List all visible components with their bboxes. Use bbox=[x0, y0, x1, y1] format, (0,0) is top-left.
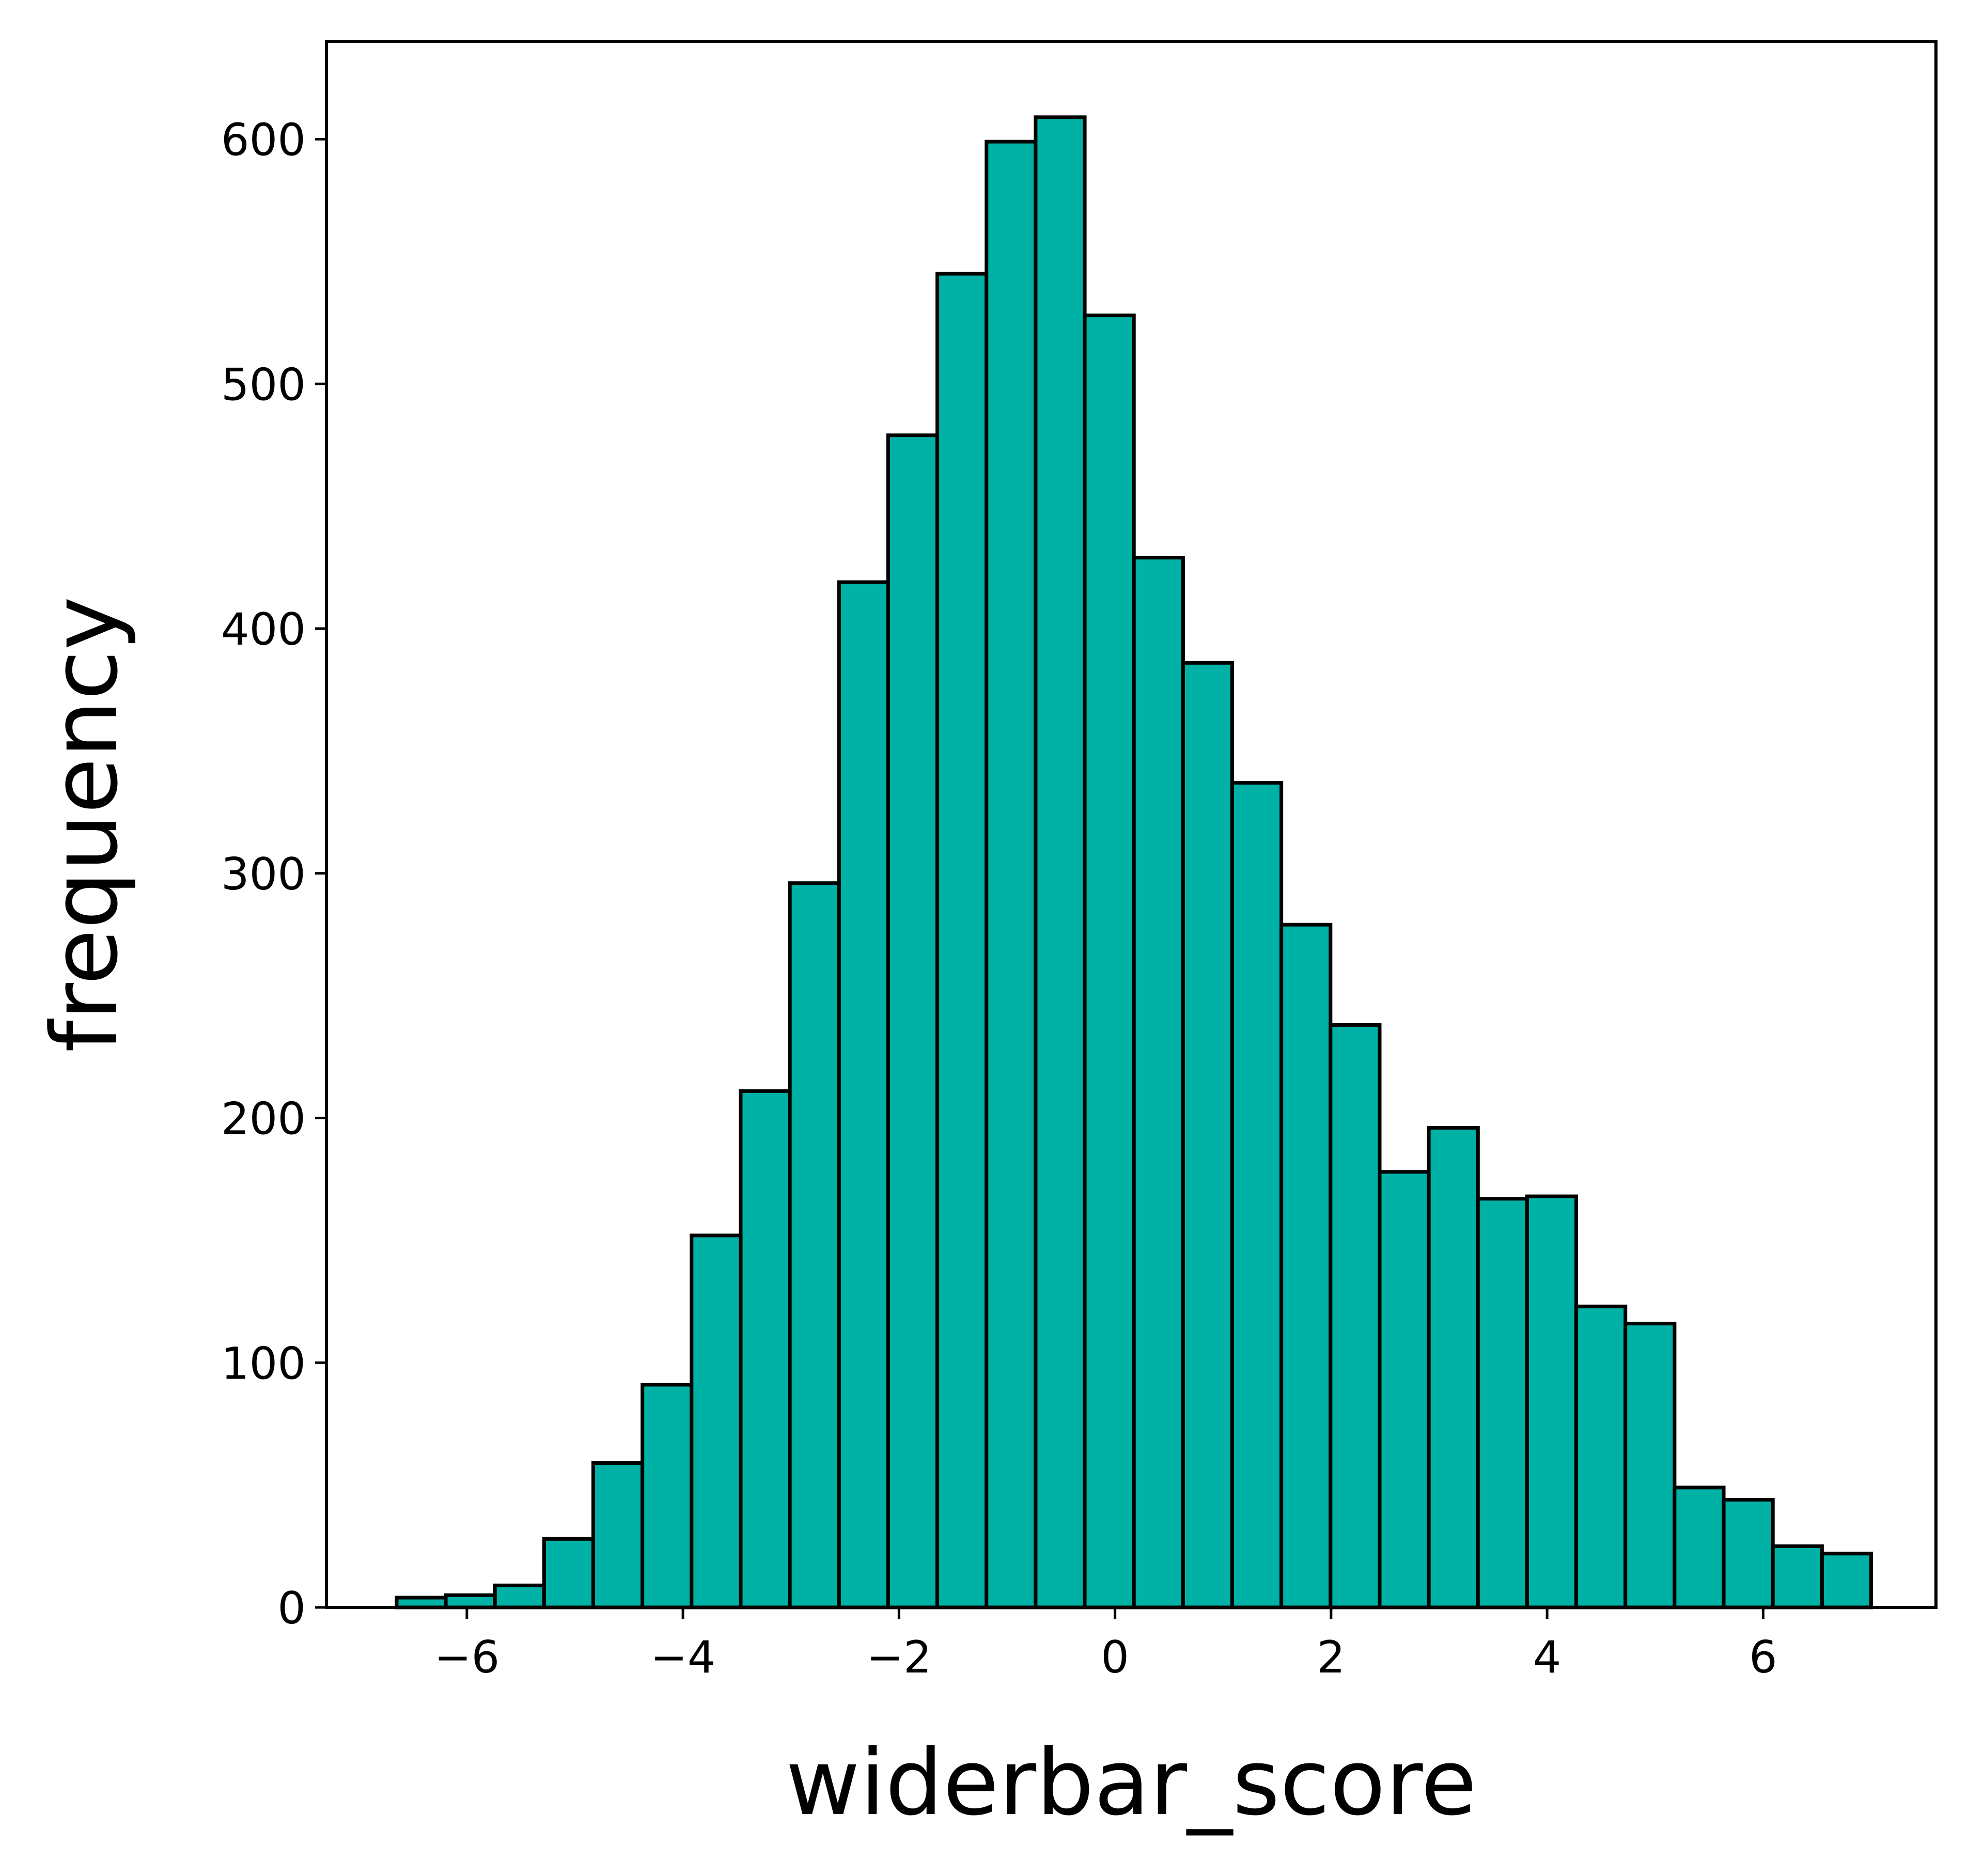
histogram-bar bbox=[739, 1089, 792, 1609]
histogram-bar bbox=[493, 1583, 546, 1609]
histogram-bar bbox=[788, 881, 841, 1609]
bars-layer bbox=[395, 115, 1873, 1609]
histogram-bar bbox=[1132, 556, 1185, 1609]
y-tick-label: 600 bbox=[221, 115, 306, 166]
histogram-bar bbox=[935, 272, 989, 1609]
histogram-bar bbox=[1279, 923, 1333, 1609]
x-tick-label: −2 bbox=[866, 1632, 932, 1683]
x-axis: −6 −4 −2 0 2 4 6 bbox=[434, 1607, 1777, 1683]
histogram-bar bbox=[1771, 1544, 1824, 1609]
histogram-bar bbox=[1329, 1023, 1382, 1609]
histogram-bar bbox=[542, 1537, 596, 1609]
histogram-bar bbox=[1427, 1125, 1480, 1609]
y-tick-label: 0 bbox=[277, 1583, 306, 1634]
histogram-bar bbox=[985, 139, 1038, 1609]
histogram-bar bbox=[837, 580, 890, 1609]
x-tick-label: −4 bbox=[650, 1632, 716, 1683]
histogram-bar bbox=[1034, 115, 1087, 1609]
histogram-bar bbox=[1525, 1194, 1579, 1609]
x-tick-label: 0 bbox=[1101, 1632, 1129, 1683]
histogram-bar bbox=[1673, 1486, 1726, 1609]
histogram-bar bbox=[1574, 1304, 1628, 1609]
histogram-bar bbox=[1083, 314, 1136, 1609]
y-tick-label: 400 bbox=[221, 604, 306, 655]
y-tick-label: 500 bbox=[221, 359, 306, 411]
histogram-bar bbox=[641, 1383, 694, 1609]
histogram-bar bbox=[444, 1593, 497, 1609]
x-tick-label: −6 bbox=[434, 1632, 499, 1683]
x-axis-title: widerbar_score bbox=[786, 1730, 1477, 1836]
x-tick-label: 6 bbox=[1749, 1632, 1777, 1683]
histogram-bar bbox=[886, 433, 940, 1609]
y-tick-label: 300 bbox=[221, 849, 306, 900]
histogram-bar bbox=[1378, 1170, 1431, 1609]
histogram-bar bbox=[1623, 1321, 1677, 1609]
y-axis: 0 100 200 300 400 500 600 bbox=[221, 115, 326, 1634]
histogram-bar bbox=[1476, 1197, 1529, 1609]
x-tick-label: 2 bbox=[1317, 1632, 1346, 1683]
y-axis-title: frequency bbox=[32, 597, 138, 1053]
histogram-bar bbox=[1181, 661, 1235, 1609]
x-tick-label: 4 bbox=[1533, 1632, 1561, 1683]
y-tick-label: 200 bbox=[221, 1093, 306, 1145]
histogram-bar bbox=[1230, 780, 1284, 1609]
y-tick-label: 100 bbox=[221, 1338, 306, 1389]
histogram-bar bbox=[591, 1461, 645, 1609]
histogram-bar bbox=[690, 1233, 743, 1609]
histogram-bar bbox=[1820, 1552, 1873, 1609]
plot-frame bbox=[325, 40, 1938, 1609]
histogram-bar bbox=[1722, 1498, 1775, 1609]
